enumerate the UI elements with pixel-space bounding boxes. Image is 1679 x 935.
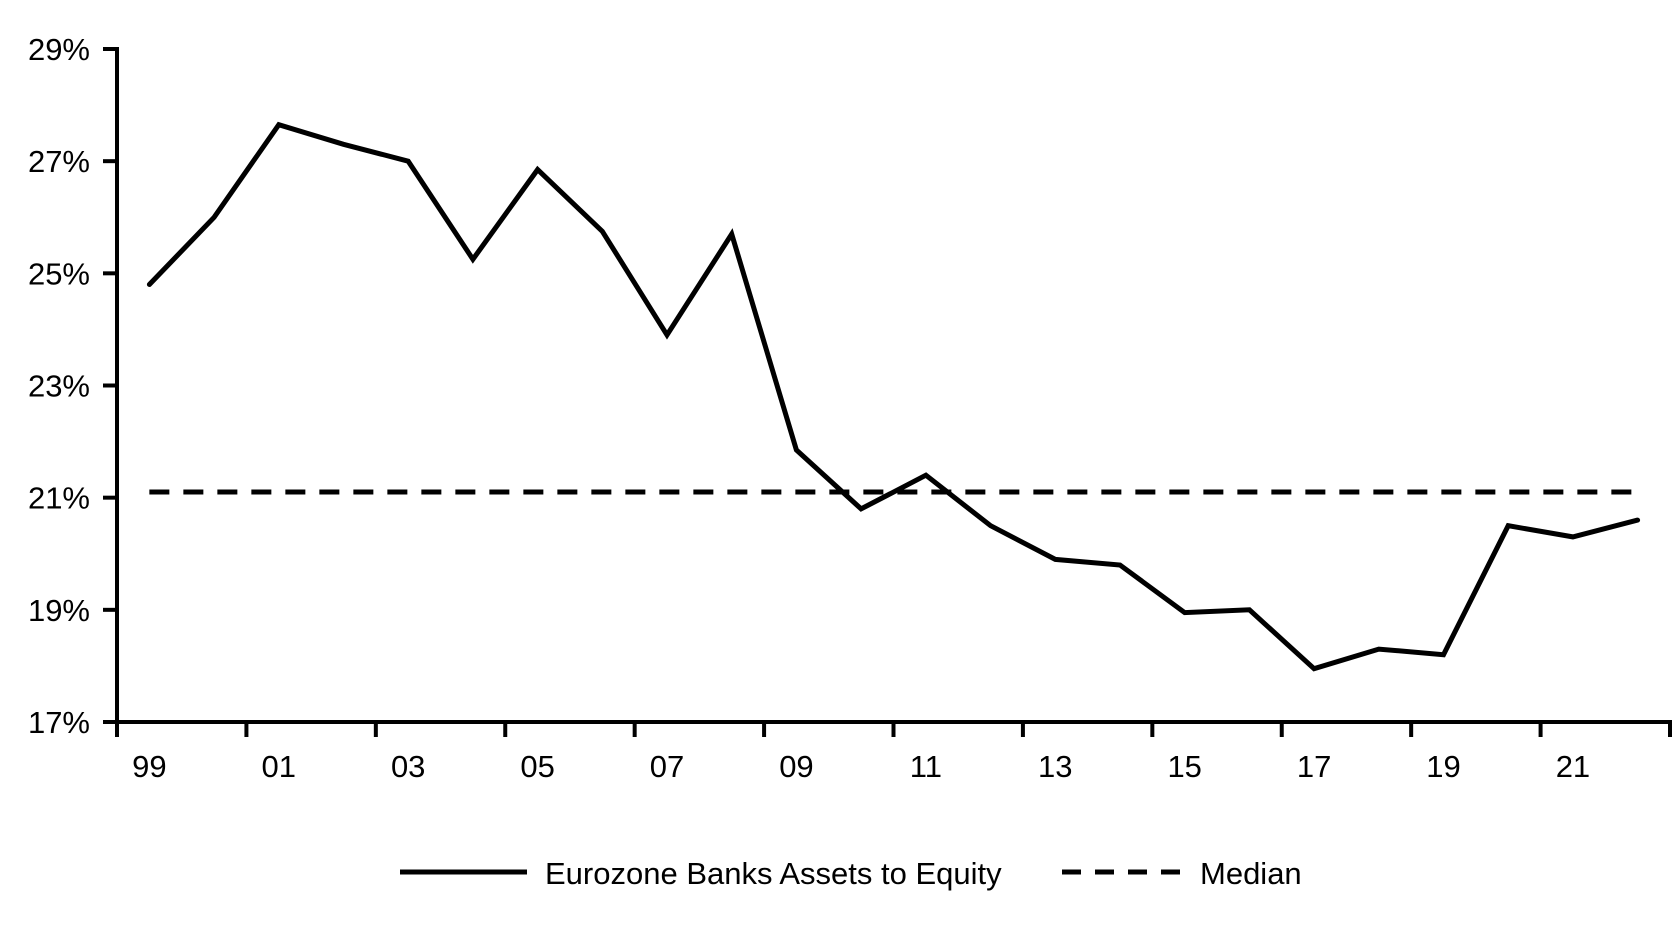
legend-label-median: Median <box>1200 856 1302 891</box>
y-axis-label: 27% <box>28 144 90 179</box>
y-axis-label: 17% <box>28 705 90 740</box>
x-axis-label: 03 <box>391 749 425 784</box>
x-axis-label: 15 <box>1167 749 1201 784</box>
x-axis-label: 19 <box>1426 749 1460 784</box>
y-axis-label: 25% <box>28 256 90 291</box>
x-axis-label: 01 <box>262 749 296 784</box>
series-line-eurozone-banks-assets-to-equity <box>146 121 1641 672</box>
y-axis-label: 29% <box>28 32 90 67</box>
y-axis-label: 21% <box>28 481 90 516</box>
x-axis-label: 11 <box>910 749 942 784</box>
x-axis-label: 99 <box>132 749 166 784</box>
x-axis-label: 13 <box>1038 749 1072 784</box>
y-axis-label: 23% <box>28 369 90 404</box>
x-axis-label: 09 <box>779 749 813 784</box>
x-axis-label: 05 <box>520 749 554 784</box>
x-axis-label: 07 <box>650 749 684 784</box>
x-axis-label: 21 <box>1556 749 1590 784</box>
x-axis-label: 17 <box>1297 749 1331 784</box>
y-axis-label: 19% <box>28 593 90 628</box>
legend-label-series: Eurozone Banks Assets to Equity <box>545 856 1002 891</box>
